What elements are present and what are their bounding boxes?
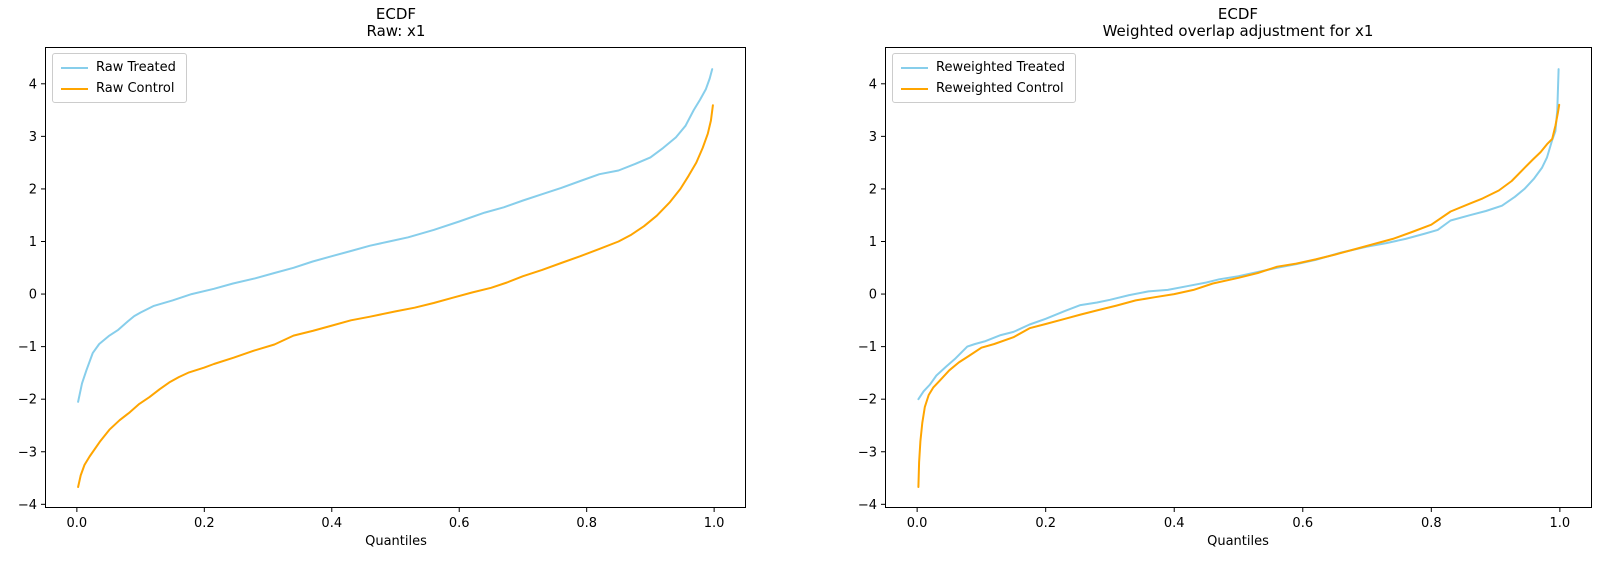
- series-line-reweighted-treated: [917, 68, 1560, 401]
- y-tick-label: −2: [858, 393, 877, 408]
- left-chart-title-line1: ECDF: [375, 5, 417, 23]
- right-x-axis-label: Quantiles: [1207, 534, 1269, 549]
- y-tick-label: −1: [858, 340, 877, 355]
- right-chart-title-line1: ECDF: [1217, 5, 1259, 23]
- y-tick-label: −4: [858, 498, 877, 513]
- x-tick-label: 0.8: [1421, 516, 1442, 531]
- x-tick-label: 0.0: [907, 516, 928, 531]
- x-tick-label: 0.2: [1035, 516, 1056, 531]
- reweighted-control-line-swatch: [901, 87, 928, 90]
- y-tick-label: 4: [29, 77, 37, 92]
- x-tick-label: 1.0: [704, 516, 725, 531]
- y-tick-label: 1: [29, 235, 37, 250]
- y-tick-label: −2: [18, 393, 37, 408]
- y-tick-label: 2: [29, 182, 37, 197]
- x-tick-label: 0.4: [1164, 516, 1185, 531]
- right-chart-title: ECDF Weighted overlap adjustment for x1: [958, 6, 1518, 40]
- y-tick-label: 1: [869, 235, 877, 250]
- x-tick-label: 0.6: [1292, 516, 1313, 531]
- left-legend: Raw Treated Raw Control: [52, 53, 187, 103]
- legend-row-reweighted-treated: Reweighted Treated: [901, 60, 1065, 75]
- y-tick-label: 4: [869, 77, 877, 92]
- series-line-raw-control: [77, 104, 714, 488]
- y-tick-label: 3: [29, 130, 37, 145]
- reweighted-treated-label: Reweighted Treated: [936, 60, 1066, 75]
- raw-treated-line-swatch: [61, 66, 88, 69]
- y-tick-label: −3: [18, 445, 37, 460]
- y-tick-label: 3: [869, 130, 877, 145]
- x-tick-label: 0.6: [449, 516, 470, 531]
- x-tick-label: 1.0: [1550, 516, 1571, 531]
- y-tick-label: −4: [18, 498, 37, 513]
- reweighted-treated-line-swatch: [901, 66, 928, 69]
- x-tick-label: 0.8: [576, 516, 597, 531]
- left-chart-title-line2: Raw: x1: [366, 22, 426, 40]
- y-tick-label: 0: [29, 288, 37, 303]
- raw-treated-label: Raw Treated: [96, 60, 176, 75]
- legend-row-raw-treated: Raw Treated: [61, 60, 176, 75]
- y-tick-label: −3: [858, 445, 877, 460]
- left-x-axis-label: Quantiles: [365, 534, 427, 549]
- series-line-reweighted-control: [917, 103, 1561, 488]
- legend-row-reweighted-control: Reweighted Control: [901, 81, 1065, 96]
- reweighted-control-label: Reweighted Control: [936, 81, 1064, 96]
- right-legend: Reweighted Treated Reweighted Control: [892, 53, 1077, 103]
- x-tick-label: 0.4: [321, 516, 342, 531]
- raw-control-line-swatch: [61, 87, 88, 90]
- legend-row-raw-control: Raw Control: [61, 81, 176, 96]
- x-tick-label: 0.0: [67, 516, 88, 531]
- raw-control-label: Raw Control: [96, 81, 175, 96]
- y-tick-label: 2: [869, 182, 877, 197]
- y-tick-label: 0: [869, 288, 877, 303]
- x-tick-label: 0.2: [194, 516, 215, 531]
- y-tick-label: −1: [18, 340, 37, 355]
- axes-spines: [45, 47, 746, 508]
- left-chart-title: ECDF Raw: x1: [116, 6, 676, 40]
- series-line-raw-treated: [77, 68, 714, 403]
- axes-spines: [885, 47, 1592, 508]
- right-chart-title-line2: Weighted overlap adjustment for x1: [1102, 22, 1374, 40]
